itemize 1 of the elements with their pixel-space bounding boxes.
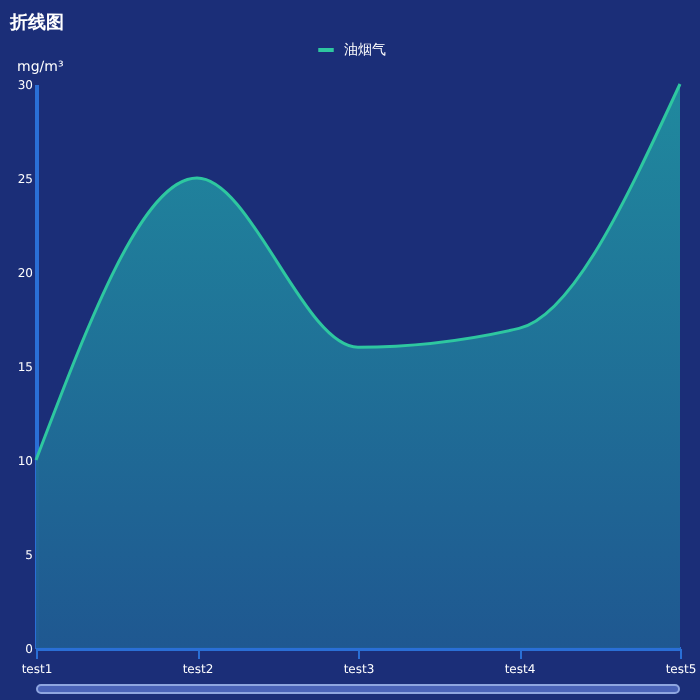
chart-title: 折线图 — [10, 10, 64, 36]
